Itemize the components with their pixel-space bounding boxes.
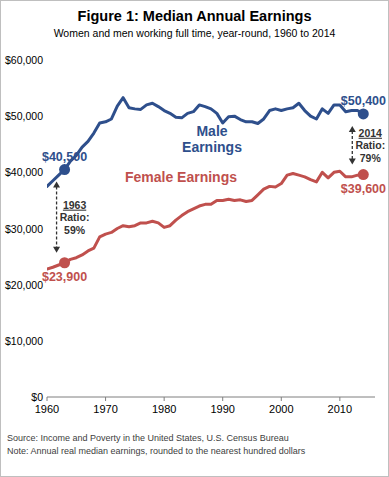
series-label: Female Earnings: [125, 169, 237, 185]
series-label-line: Earnings: [182, 139, 242, 155]
chart: Figure 1: Median Annual Earnings Women an…: [0, 0, 389, 477]
ratio-arrow-line: [352, 131, 353, 160]
value-label: $40,500: [42, 150, 87, 164]
ratio-arrow-head: [349, 126, 356, 132]
x-tick: [222, 397, 223, 401]
frame: [1, 1, 389, 477]
y-tick-label: $60,000: [5, 54, 43, 66]
x-axis: [47, 397, 375, 398]
x-tick: [281, 397, 282, 401]
ratio-text: 2014: [359, 127, 383, 139]
ratio-text: 1963: [63, 199, 87, 211]
y-tick-label: $0: [31, 391, 43, 403]
highlight-point: [59, 257, 70, 268]
x-tick: [105, 397, 106, 401]
y-tick-label: $30,000: [5, 223, 43, 235]
series-label: MaleEarnings: [182, 123, 242, 155]
ratio-annotation: 1963Ratio:59%: [53, 182, 89, 253]
ratio-arrow-head: [53, 247, 60, 253]
subtitle: Women and men working full time, year-ro…: [54, 27, 336, 39]
highlight-point: [358, 169, 369, 180]
series-label-line: Male: [196, 123, 227, 139]
series-line: [47, 171, 363, 269]
y-tick-label: $20,000: [5, 279, 43, 291]
value-label: $50,400: [341, 94, 386, 108]
y-tick-label: $10,000: [5, 335, 43, 347]
ratio-arrow-head: [53, 182, 60, 188]
highlight-point: [358, 108, 369, 119]
highlight-point: [59, 164, 70, 175]
ratio-text: 59%: [64, 224, 86, 236]
note: Note: Annual real median earnings, round…: [7, 446, 306, 456]
source: Source: Income and Poverty in the United…: [7, 433, 289, 443]
value-label: $23,900: [42, 270, 87, 284]
x-tick-label: 1960: [35, 403, 59, 415]
x-tick-label: 2010: [328, 403, 352, 415]
ratio-annotation: 2014Ratio:79%: [349, 126, 385, 165]
ratio-text: 79%: [360, 152, 382, 164]
ratio-arrow-head: [349, 159, 356, 165]
x-tick-label: 1980: [152, 403, 176, 415]
value-label: $39,600: [341, 182, 386, 196]
title: Figure 1: Median Annual Earnings: [78, 8, 312, 24]
plot-area: [47, 98, 369, 269]
ratio-arrow-line: [56, 187, 57, 248]
y-tick-label: $40,000: [5, 166, 43, 178]
x-tick-label: 2000: [269, 403, 293, 415]
x-tick: [339, 397, 340, 401]
x-tick: [47, 397, 48, 401]
y-tick-label: $50,000: [5, 110, 43, 122]
ratio-text: Ratio:: [355, 139, 385, 151]
x-tick-label: 1990: [210, 403, 234, 415]
labels: $40,500 $50,400 $23,900 $39,600 MaleEarnings…: [42, 94, 386, 284]
x-tick-label: 1970: [93, 403, 117, 415]
series-line: [47, 98, 363, 187]
ratio-text: Ratio:: [60, 211, 90, 223]
x-tick: [164, 397, 165, 401]
